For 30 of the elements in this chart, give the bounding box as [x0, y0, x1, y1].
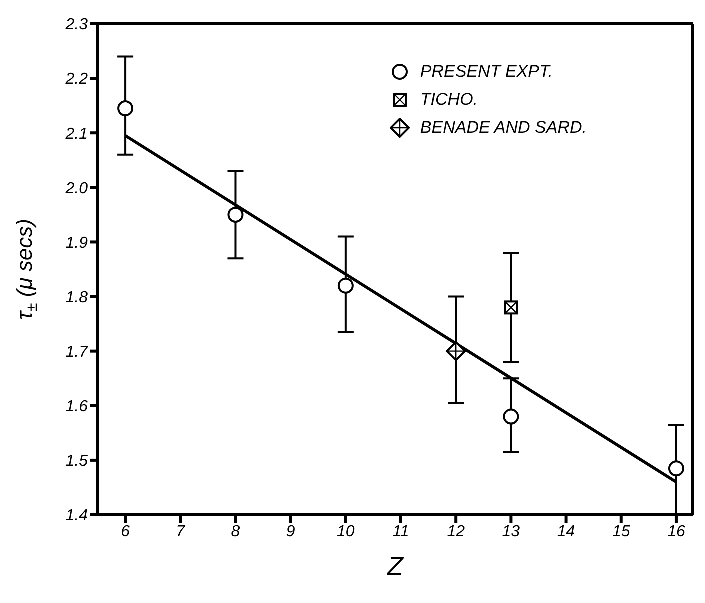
y-tick-label: 1.6 [66, 398, 88, 416]
x-tick-label: 14 [557, 523, 576, 540]
y-tick-label: 1.9 [66, 234, 88, 252]
x-tick-label: 8 [231, 523, 240, 540]
x-tick-label: 6 [121, 523, 130, 540]
x-tick-label: 7 [176, 523, 186, 540]
x-tick-label: 15 [612, 523, 630, 540]
y-tick-label: 2.2 [64, 71, 88, 88]
point [503, 408, 520, 425]
legend-label: BENADE AND SARD. [420, 117, 587, 139]
legend-label: TICHO. [420, 89, 478, 111]
point [668, 460, 684, 477]
y-tick-label: 2.0 [64, 180, 88, 198]
legend-label: PRESENT EXPT. [420, 61, 554, 83]
y-tick-label: 1.4 [66, 508, 88, 525]
point [338, 278, 354, 294]
x-tick-label: 16 [668, 523, 686, 540]
y-tick-label: 1.5 [66, 453, 88, 470]
x-tick-label: 13 [502, 523, 520, 540]
y-tick-label: 2.3 [64, 16, 88, 34]
y-tick-label: 2.1 [64, 126, 88, 143]
y-tick-label: 1.8 [66, 289, 88, 306]
x-tick-label: 12 [447, 523, 466, 540]
y-tick-label: 1.7 [66, 344, 90, 362]
x-axis-title: Z [386, 551, 405, 581]
x-tick-label: 9 [286, 523, 296, 540]
x-tick-label: 10 [337, 523, 355, 540]
point [118, 100, 134, 117]
point [228, 206, 244, 223]
x-tick-label: 11 [392, 523, 410, 540]
